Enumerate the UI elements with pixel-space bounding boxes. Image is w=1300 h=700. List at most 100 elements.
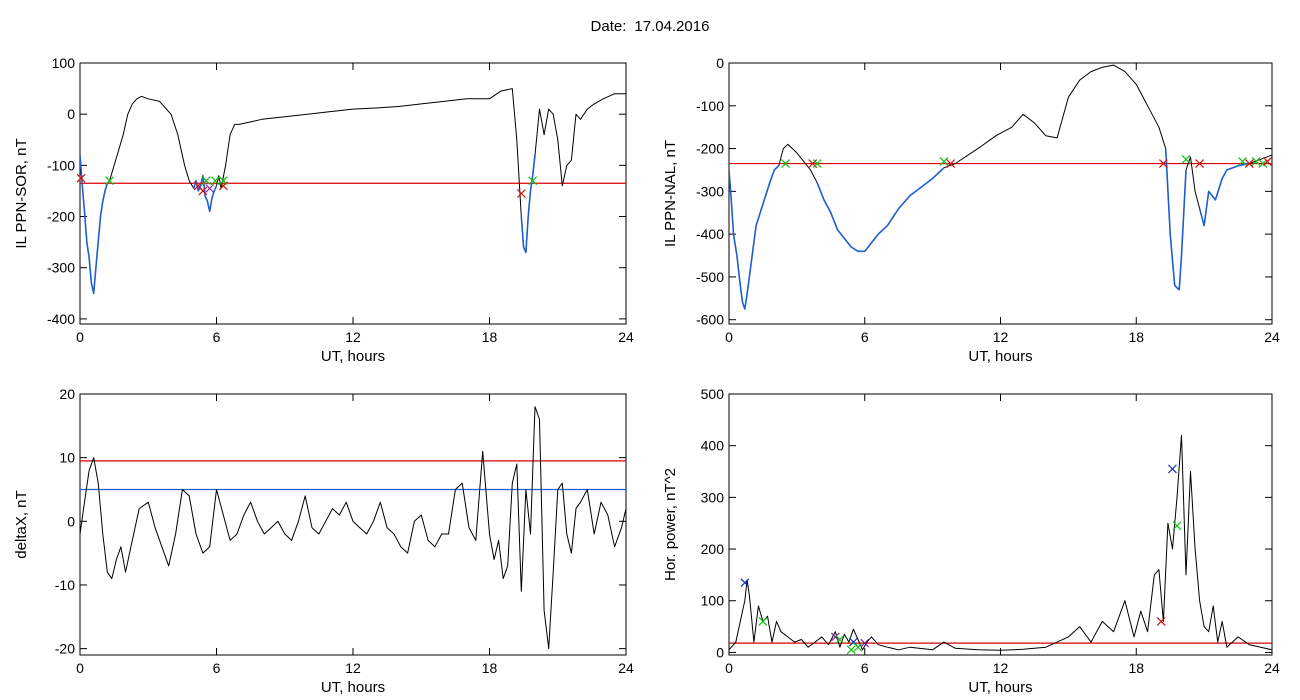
y-tick-label: 400 [701, 438, 725, 454]
panel-ppn-sor: 0 6 12 18 24 -400 -300 -200 -100 0 100 UT, hours IL … [13, 55, 634, 365]
x-tick-label: 18 [482, 329, 498, 345]
y-tick-label: -300 [47, 260, 75, 276]
x-axis-label: UT, hours [321, 679, 385, 696]
y-tick-label: -400 [47, 311, 75, 327]
cross-marker-green [218, 176, 228, 186]
plot-frame [79, 62, 627, 325]
y-tick-label: -200 [696, 141, 724, 157]
y-tick-label: -300 [696, 183, 724, 199]
date-value: 17.04.2016 [634, 18, 710, 35]
cross-marker-green [939, 156, 949, 166]
y-tick-label: 200 [701, 541, 725, 557]
x-tick-label: 18 [482, 660, 498, 676]
y-tick-label: 100 [52, 55, 76, 71]
highlight-segment [1198, 162, 1250, 227]
cross-marker-blue [740, 578, 750, 588]
cross-marker-red [516, 189, 526, 198]
cross-marker-green [758, 616, 768, 626]
cross-marker-purple [860, 638, 870, 648]
x-tick-label: 0 [76, 329, 84, 345]
plot-frame [728, 393, 1273, 656]
plot-frame [728, 62, 1273, 325]
x-tick-label: 24 [1264, 660, 1280, 676]
y-tick-label: -500 [696, 269, 724, 285]
x-tick-label: 0 [76, 660, 84, 676]
x-axis-label: UT, hours [968, 348, 1032, 365]
data-trace [729, 64, 1272, 310]
highlight-segment [80, 155, 111, 295]
y-tick-label: -600 [696, 312, 724, 328]
cross-marker-green [1172, 521, 1182, 531]
y-tick-label: -20 [55, 641, 75, 657]
cross-marker-blue [1168, 464, 1177, 474]
x-tick-label: 0 [725, 329, 733, 345]
cross-marker-green [201, 176, 211, 186]
highlight-segment [816, 167, 945, 253]
cross-marker-red [198, 186, 208, 196]
x-tick-label: 12 [345, 329, 361, 345]
highlight-segment [1164, 148, 1187, 291]
x-tick-label: 6 [213, 329, 221, 345]
cross-marker-red [946, 159, 956, 168]
cross-marker-purple [205, 183, 215, 193]
cross-marker-red [1195, 159, 1205, 168]
cross-marker-green [812, 159, 822, 168]
y-axis-label: Hor. power, nT^2 [662, 468, 679, 581]
panel-deltax: 0 6 12 18 24 -20 -10 0 10 20 UT, hours deltaX, nT [13, 386, 634, 696]
cross-marker-green [781, 159, 790, 168]
cross-marker-green [210, 176, 220, 186]
data-trace [80, 88, 626, 294]
y-axis-label: deltaX, nT [13, 490, 30, 558]
y-tick-label: 0 [716, 644, 724, 660]
highlight-segment [520, 155, 536, 254]
x-tick-label: 12 [993, 329, 1009, 345]
x-tick-label: 18 [1128, 660, 1144, 676]
cross-marker-green [853, 642, 863, 652]
data-trace [729, 434, 1272, 651]
cross-marker-green [1238, 156, 1248, 166]
cross-marker-purple [830, 632, 840, 642]
y-tick-label: 20 [59, 386, 75, 402]
cross-marker-green [1251, 156, 1261, 166]
y-tick-label: 300 [701, 489, 725, 505]
y-axis-label: IL PPN-SOR, nT [13, 138, 30, 248]
highlight-segment [729, 165, 780, 310]
panel-ppn-nal: 0 6 12 18 24 -600 -500 -400 -300 -200 -100 0 UT, hou… [662, 55, 1280, 365]
cross-marker-red [1244, 159, 1254, 168]
y-tick-label: -400 [696, 226, 724, 242]
cross-marker-green [835, 635, 845, 644]
y-tick-label: 10 [59, 450, 75, 466]
cross-marker-green [1258, 159, 1268, 168]
cross-marker-red [1158, 159, 1168, 168]
x-tick-label: 0 [725, 660, 733, 676]
plot-frame [79, 393, 627, 656]
x-tick-label: 6 [861, 329, 869, 345]
x-tick-label: 6 [861, 660, 869, 676]
y-axis-label: IL PPN-NAL, nT [662, 140, 679, 247]
x-tick-label: 24 [618, 329, 634, 345]
x-tick-label: 12 [345, 660, 361, 676]
x-tick-label: 6 [213, 660, 221, 676]
cross-marker-green [846, 645, 856, 655]
y-tick-label: -200 [47, 209, 75, 225]
y-tick-label: 0 [67, 106, 75, 122]
cross-marker-red [1156, 616, 1166, 626]
x-axis-label: UT, hours [321, 348, 385, 365]
y-tick-label: 100 [701, 593, 725, 609]
y-tick-label: 500 [701, 386, 725, 402]
x-tick-label: 24 [1264, 329, 1280, 345]
y-tick-label: -10 [55, 577, 75, 593]
cross-marker-green [1181, 154, 1191, 164]
x-tick-label: 18 [1128, 329, 1144, 345]
y-tick-label: -100 [47, 157, 75, 173]
cross-marker-red [1263, 156, 1272, 166]
cross-marker-green [105, 176, 114, 186]
cross-marker-red [76, 173, 86, 183]
y-tick-label: -100 [696, 98, 724, 114]
y-tick-label: 0 [716, 55, 724, 71]
panel-hor-power: 0 6 12 18 24 0 100 200 300 400 500 UT, hours Hor. po… [662, 386, 1280, 696]
x-tick-label: 24 [618, 660, 634, 676]
date-label: Date: [590, 18, 627, 35]
y-tick-label: 0 [67, 513, 75, 529]
